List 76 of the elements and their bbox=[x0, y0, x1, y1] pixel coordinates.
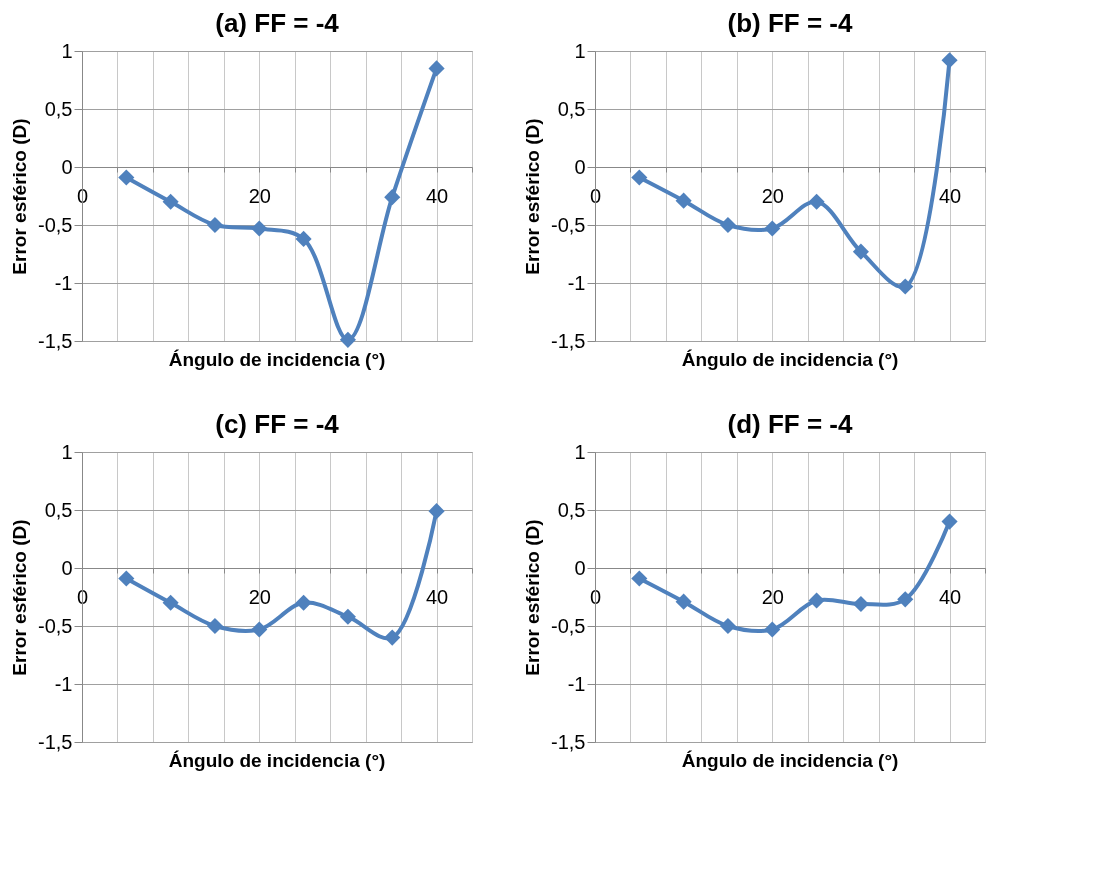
x-tick-label: 40 bbox=[425, 184, 449, 207]
point bbox=[162, 193, 179, 210]
point bbox=[251, 621, 268, 638]
y-tick-label: -0,5 bbox=[38, 614, 73, 637]
y-tick-label: 0,5 bbox=[44, 97, 73, 120]
x-axis-title: Ángulo de incidencia (°) bbox=[681, 349, 899, 370]
x-axis-title: Ángulo de incidencia (°) bbox=[168, 349, 386, 370]
y-tick-label: -0,5 bbox=[551, 213, 586, 236]
point bbox=[206, 216, 224, 234]
x-axis-title: Ángulo de incidencia (°) bbox=[681, 750, 899, 771]
y-tick-label: -1 bbox=[567, 271, 586, 294]
point bbox=[118, 570, 135, 587]
y-axis-title: Error esférico (D) bbox=[9, 519, 31, 676]
point bbox=[251, 220, 268, 237]
y-tick-label: -1,5 bbox=[38, 329, 73, 352]
point bbox=[764, 220, 781, 237]
point bbox=[428, 60, 445, 77]
point bbox=[428, 503, 445, 520]
y-tick-label: -1 bbox=[54, 271, 73, 294]
y-axis-title: Error esférico (D) bbox=[522, 519, 544, 676]
y-tick-label: -0,5 bbox=[38, 213, 73, 236]
point bbox=[384, 189, 401, 206]
point bbox=[852, 243, 869, 260]
x-tick-label: 20 bbox=[248, 585, 271, 608]
point bbox=[631, 570, 648, 587]
x-axis-title: Ángulo de incidencia (°) bbox=[168, 750, 386, 771]
y-axis-title: Error esférico (D) bbox=[9, 118, 31, 275]
point bbox=[631, 169, 648, 186]
point bbox=[941, 52, 958, 69]
point bbox=[339, 608, 356, 625]
y-tick-label: 0 bbox=[574, 155, 586, 178]
y-tick-label: 0 bbox=[574, 556, 586, 579]
point bbox=[339, 331, 356, 348]
y-axis-title: Error esférico (D) bbox=[522, 118, 544, 275]
point bbox=[295, 594, 312, 611]
point bbox=[852, 595, 869, 613]
chart-title: (d) FF = -4 bbox=[727, 409, 854, 439]
y-tick-label: 0,5 bbox=[557, 97, 586, 120]
y-tick-label: -1,5 bbox=[551, 730, 586, 753]
x-tick-label: 40 bbox=[938, 184, 962, 207]
y-tick-label: 0,5 bbox=[557, 498, 586, 521]
point bbox=[675, 192, 692, 209]
y-tick-label: -1,5 bbox=[551, 329, 586, 352]
point bbox=[206, 617, 224, 635]
point bbox=[675, 593, 692, 610]
chart-title: (c) FF = -4 bbox=[215, 409, 340, 439]
y-tick-label: 1 bbox=[574, 440, 586, 463]
point bbox=[295, 230, 312, 247]
y-tick-label: 1 bbox=[61, 39, 73, 62]
y-tick-label: 0 bbox=[61, 155, 73, 178]
point bbox=[808, 193, 825, 210]
point bbox=[808, 592, 825, 609]
point bbox=[897, 591, 914, 608]
point bbox=[118, 169, 135, 186]
point bbox=[162, 594, 179, 611]
x-tick-label: 20 bbox=[761, 585, 784, 608]
y-tick-label: 1 bbox=[574, 39, 586, 62]
y-tick-label: -1,5 bbox=[38, 730, 73, 753]
y-tick-label: -1 bbox=[567, 672, 586, 695]
x-tick-label: 20 bbox=[248, 184, 271, 207]
y-tick-label: -1 bbox=[54, 672, 73, 695]
y-tick-label: 1 bbox=[61, 440, 73, 463]
point bbox=[941, 513, 958, 530]
x-tick-label: 20 bbox=[761, 184, 784, 207]
x-tick-label: 40 bbox=[938, 585, 962, 608]
point bbox=[719, 617, 737, 635]
y-tick-label: 0 bbox=[61, 556, 73, 579]
point bbox=[384, 629, 401, 646]
point bbox=[897, 278, 914, 295]
point bbox=[719, 216, 737, 234]
y-tick-label: 0,5 bbox=[44, 498, 73, 521]
x-tick-label: 40 bbox=[425, 585, 449, 608]
point bbox=[764, 621, 781, 638]
y-tick-label: -0,5 bbox=[551, 614, 586, 637]
chart-title: (a) FF = -4 bbox=[215, 8, 340, 38]
chart-title: (b) FF = -4 bbox=[727, 8, 854, 38]
